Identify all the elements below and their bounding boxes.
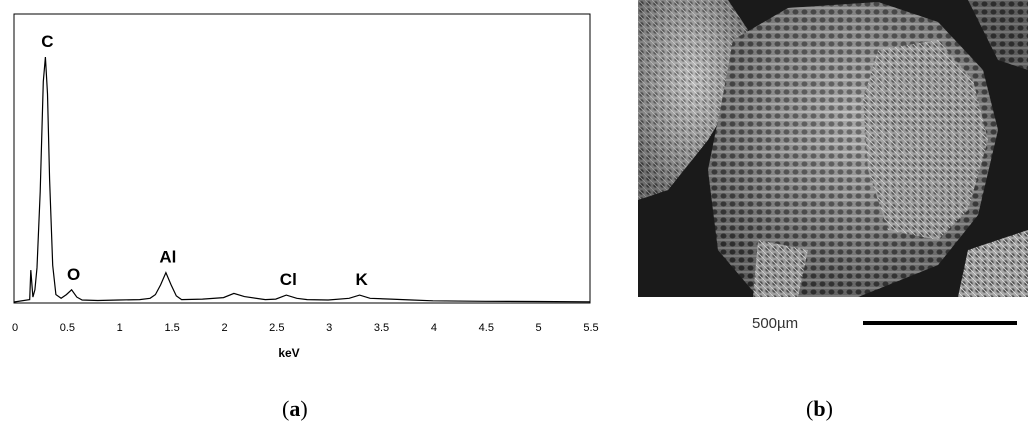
peak-label-o: O: [67, 265, 80, 284]
x-axis-label: keV: [278, 346, 299, 360]
x-tick-label: 0: [12, 322, 18, 334]
x-tick-label: 2.5: [269, 322, 284, 334]
x-tick-label: 1.5: [164, 322, 179, 334]
eds-spectrum-chart: C O Al Cl K 0 0.5 1 1.5 2 2.5 3 3.5 4 4.5 5 5.5 keV: [12, 13, 599, 360]
x-tick-label: 5: [536, 322, 542, 334]
panel-label-a: (a): [282, 396, 308, 421]
peak-label-k: K: [355, 270, 368, 289]
scale-bar: [863, 321, 1017, 325]
sem-micrograph: [638, 0, 1028, 297]
x-tick-label: 1: [117, 322, 123, 334]
x-tick-label: 5.5: [583, 322, 598, 334]
x-tick-label: 3.5: [374, 322, 389, 334]
x-tick-label: 2: [221, 322, 227, 334]
panel-label-b: (b): [806, 396, 833, 421]
peak-label-al: Al: [159, 248, 176, 267]
scale-bar-label: 500µm: [752, 315, 799, 332]
spectrum-line: [13, 56, 591, 303]
x-tick-label: 4: [431, 322, 437, 334]
x-tick-label: 4.5: [479, 322, 494, 334]
x-tick-label: 3: [326, 322, 332, 334]
plot-frame: [13, 13, 591, 304]
x-tick-label: 0.5: [60, 322, 75, 334]
peak-label-cl: Cl: [280, 270, 297, 289]
peak-label-c: C: [41, 32, 53, 51]
